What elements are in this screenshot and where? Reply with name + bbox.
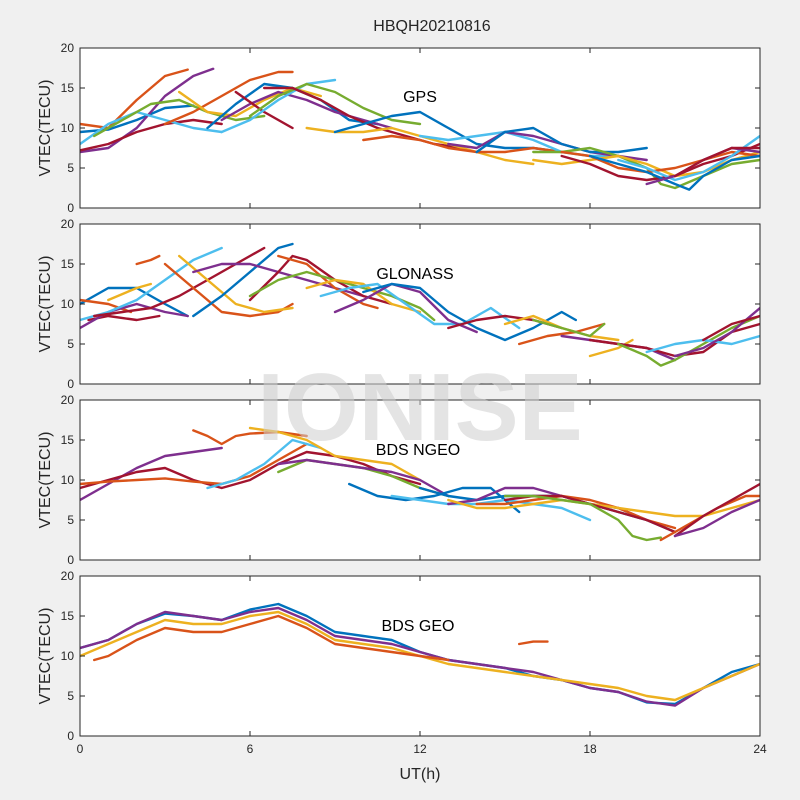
series-line	[220, 90, 393, 130]
y-tick-label: 20	[61, 569, 75, 583]
series-line	[390, 494, 592, 522]
series-line	[248, 426, 422, 482]
series-line	[192, 242, 294, 318]
series-line	[80, 67, 215, 154]
y-axis-label: VTEC(TECU)	[37, 80, 54, 177]
series-line	[673, 482, 760, 538]
series-line	[518, 640, 549, 646]
y-tick-label: 10	[61, 297, 75, 311]
y-tick-label: 15	[61, 257, 75, 271]
y-tick-label: 10	[61, 473, 75, 487]
series-line	[92, 98, 266, 138]
series-line	[319, 282, 521, 330]
series-line	[532, 318, 606, 338]
series-line	[135, 254, 161, 266]
series-line	[305, 278, 422, 314]
series-line	[80, 606, 760, 707]
series-line	[617, 314, 760, 367]
x-tick-label: 24	[753, 742, 767, 756]
y-axis-label: VTEC(TECU)	[37, 432, 54, 529]
y-tick-label: 20	[61, 217, 75, 231]
series-line	[702, 314, 760, 342]
x-axis-label: UT(h)	[400, 766, 441, 783]
series-line	[80, 450, 422, 490]
series-line	[362, 282, 577, 342]
panel-label: GPS	[403, 89, 437, 106]
series-line	[333, 282, 478, 334]
series-line	[333, 110, 563, 154]
y-tick-label: 15	[61, 609, 75, 623]
series-line	[80, 298, 133, 314]
y-tick-label: 5	[67, 513, 74, 527]
x-tick-label: 0	[77, 742, 84, 756]
series-line	[80, 118, 223, 152]
y-tick-label: 5	[67, 689, 74, 703]
y-axis-label: VTEC(TECU)	[37, 608, 54, 705]
series-line	[220, 78, 337, 134]
x-tick-label: 6	[247, 742, 254, 756]
series-line	[80, 302, 189, 330]
series-line	[248, 82, 422, 126]
series-line	[673, 146, 760, 178]
chart-title: HBQH20210816	[373, 18, 491, 35]
series-group	[80, 67, 760, 191]
series-line	[80, 110, 223, 146]
y-tick-label: 10	[61, 121, 75, 135]
y-tick-label: 5	[67, 337, 74, 351]
panel-glonass: 0 5 10 15 20 VTEC(TECU) GLONASS	[37, 217, 761, 391]
series-line	[277, 254, 379, 310]
y-tick-label: 0	[67, 553, 74, 567]
series-line	[475, 126, 648, 154]
y-tick-label: 20	[61, 393, 75, 407]
x-tick-label: 12	[413, 742, 427, 756]
series-line	[248, 270, 436, 322]
series-line	[206, 438, 322, 490]
series-group	[80, 426, 760, 542]
y-tick-label: 0	[67, 729, 74, 743]
series-line	[80, 246, 223, 322]
y-tick-label: 0	[67, 377, 74, 391]
series-line	[80, 68, 189, 130]
series-line	[234, 90, 294, 130]
y-axis-label: VTEC(TECU)	[37, 256, 54, 353]
series-line	[277, 458, 450, 498]
watermark: IONISE	[257, 354, 582, 461]
panel-gps: 0 5 10 15 20 VTEC(TECU) GPS	[37, 41, 761, 215]
series-group	[80, 602, 760, 707]
y-tick-label: 10	[61, 649, 75, 663]
series-line	[362, 134, 563, 154]
series-line	[248, 254, 393, 306]
series-line	[673, 498, 760, 538]
panel-bds-geo: 0 6 12 18 24 0 5 10 15 20 VTEC(TECU) BDS GEO	[37, 569, 767, 756]
series-line	[617, 134, 760, 182]
panel-label: GLONASS	[376, 266, 453, 283]
panel-label: BDS NGEO	[376, 442, 460, 459]
y-tick-label: 5	[67, 161, 74, 175]
y-tick-label: 15	[61, 433, 75, 447]
panels: 0 5 10 15 20 VTEC(TECU) GPS 0 5 10 15 20 VTEC(TECU) G…	[37, 41, 767, 756]
y-tick-label: 15	[61, 81, 75, 95]
series-line	[588, 338, 634, 358]
x-tick-label: 18	[583, 742, 597, 756]
series-line	[80, 446, 223, 502]
series-line	[348, 482, 521, 514]
series-line	[80, 442, 308, 486]
series-line	[107, 282, 153, 302]
y-tick-label: 20	[61, 41, 75, 55]
series-line	[92, 614, 450, 662]
panel-label: BDS GEO	[382, 618, 455, 635]
series-line	[518, 322, 606, 346]
series-line	[163, 70, 294, 126]
y-tick-label: 0	[67, 201, 74, 215]
panel-bds-ngeo: 0 5 10 15 20 VTEC(TECU) BDS NGEO	[37, 393, 761, 567]
series-group	[80, 242, 760, 367]
series-line	[588, 154, 760, 191]
series-line	[177, 254, 294, 314]
series-line	[503, 494, 662, 542]
